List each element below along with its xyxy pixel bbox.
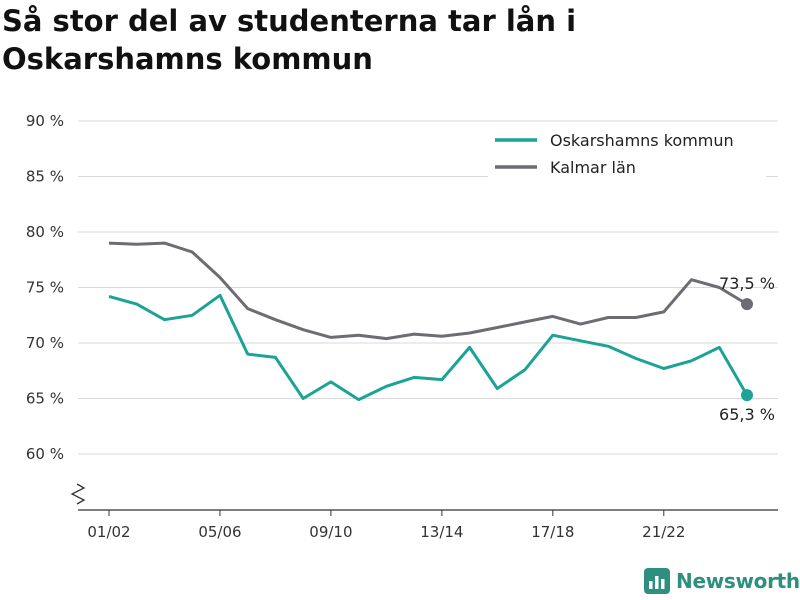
y-axis-ticks: 60 % 65 % 70 % 75 % 80 % 85 % 90 % xyxy=(26,112,64,463)
legend-label: Oskarshamns kommun xyxy=(550,131,734,150)
x-axis: 01/02 05/06 09/10 13/14 17/18 21/22 xyxy=(78,509,778,541)
y-tick-label: 75 % xyxy=(26,279,64,297)
y-tick-label: 60 % xyxy=(26,445,64,463)
y-axis-break-icon xyxy=(70,483,86,505)
series-end-point-2 xyxy=(741,298,753,311)
y-tick-label: 65 % xyxy=(26,390,64,408)
y-tick-label: 90 % xyxy=(26,112,64,130)
brand-name: Newsworthy xyxy=(676,569,800,593)
chart-title: Så stor del av studenterna tar lån i Osk… xyxy=(2,4,577,76)
x-tick-label: 01/02 xyxy=(87,523,130,541)
x-tick-label: 05/06 xyxy=(198,523,241,541)
x-tick-label: 17/18 xyxy=(531,523,574,541)
end-label-1: 65,3 % xyxy=(719,405,775,424)
legend-label: Kalmar län xyxy=(550,158,636,177)
legend-box xyxy=(488,126,766,178)
axis-break-zigzag xyxy=(70,483,86,505)
y-tick-label: 80 % xyxy=(26,223,64,241)
legend: Oskarshamns kommun Kalmar län xyxy=(488,126,766,178)
bar-chart-logo-icon xyxy=(644,568,670,594)
series-end-point-1 xyxy=(741,389,753,402)
end-labels: 65,3 % 73,5 % xyxy=(719,274,775,424)
x-tick-label: 21/22 xyxy=(642,523,685,541)
y-tick-label: 70 % xyxy=(26,334,64,352)
newsworthy-brand: Newsworthy xyxy=(644,568,800,594)
series-line-1 xyxy=(108,293,749,402)
series-line-2 xyxy=(108,241,748,341)
y-tick-label: 85 % xyxy=(26,168,64,186)
end-label-2: 73,5 % xyxy=(719,274,775,293)
x-tick-label: 13/14 xyxy=(420,523,463,541)
x-tick-label: 09/10 xyxy=(309,523,352,541)
series-lines xyxy=(108,241,753,402)
